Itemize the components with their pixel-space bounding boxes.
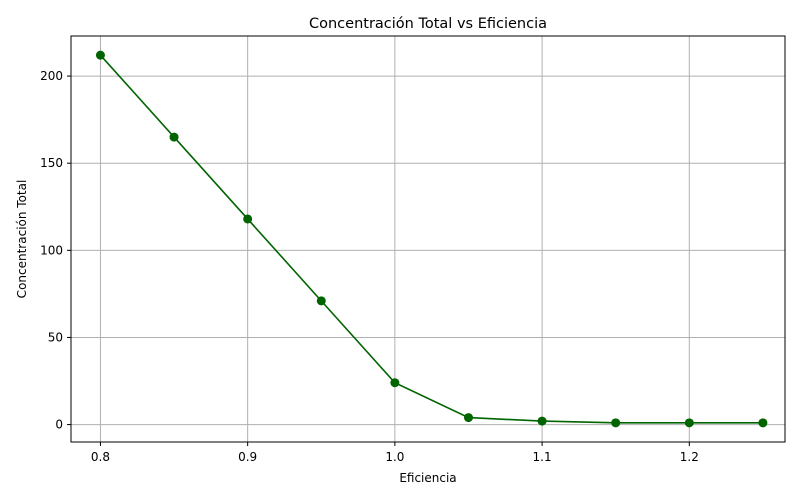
data-point: [684, 418, 694, 428]
x-tick-label: 0.8: [91, 450, 110, 464]
x-tick-label: 1.1: [533, 450, 552, 464]
data-point: [537, 416, 547, 426]
data-point: [95, 50, 105, 60]
series-layer: [95, 50, 768, 428]
data-point: [611, 418, 621, 428]
y-tick-label: 150: [40, 156, 63, 170]
x-tick-label: 1.2: [680, 450, 699, 464]
x-tick-label: 1.0: [385, 450, 404, 464]
data-point: [463, 413, 473, 423]
axis-ticks: 0.8 0.9 1.0 1.1 1.2 0 50 100 150 200: [40, 69, 699, 464]
grid-lines: [71, 36, 785, 442]
y-tick-label: 50: [48, 330, 63, 344]
y-tick-label: 0: [55, 418, 63, 432]
data-point: [243, 214, 253, 224]
data-point: [169, 132, 179, 142]
data-point: [758, 418, 768, 428]
data-point: [390, 378, 400, 388]
chart-title: Concentración Total vs Eficiencia: [309, 16, 547, 32]
x-tick-label: 0.9: [238, 450, 257, 464]
y-tick-label: 200: [40, 69, 63, 83]
y-tick-label: 100: [40, 243, 63, 257]
y-axis-label: Concentración Total: [15, 180, 29, 299]
series-line: [99, 54, 763, 424]
data-point: [316, 296, 326, 306]
plot-frame: [70, 35, 786, 443]
x-axis-label: Eficiencia: [399, 471, 456, 485]
